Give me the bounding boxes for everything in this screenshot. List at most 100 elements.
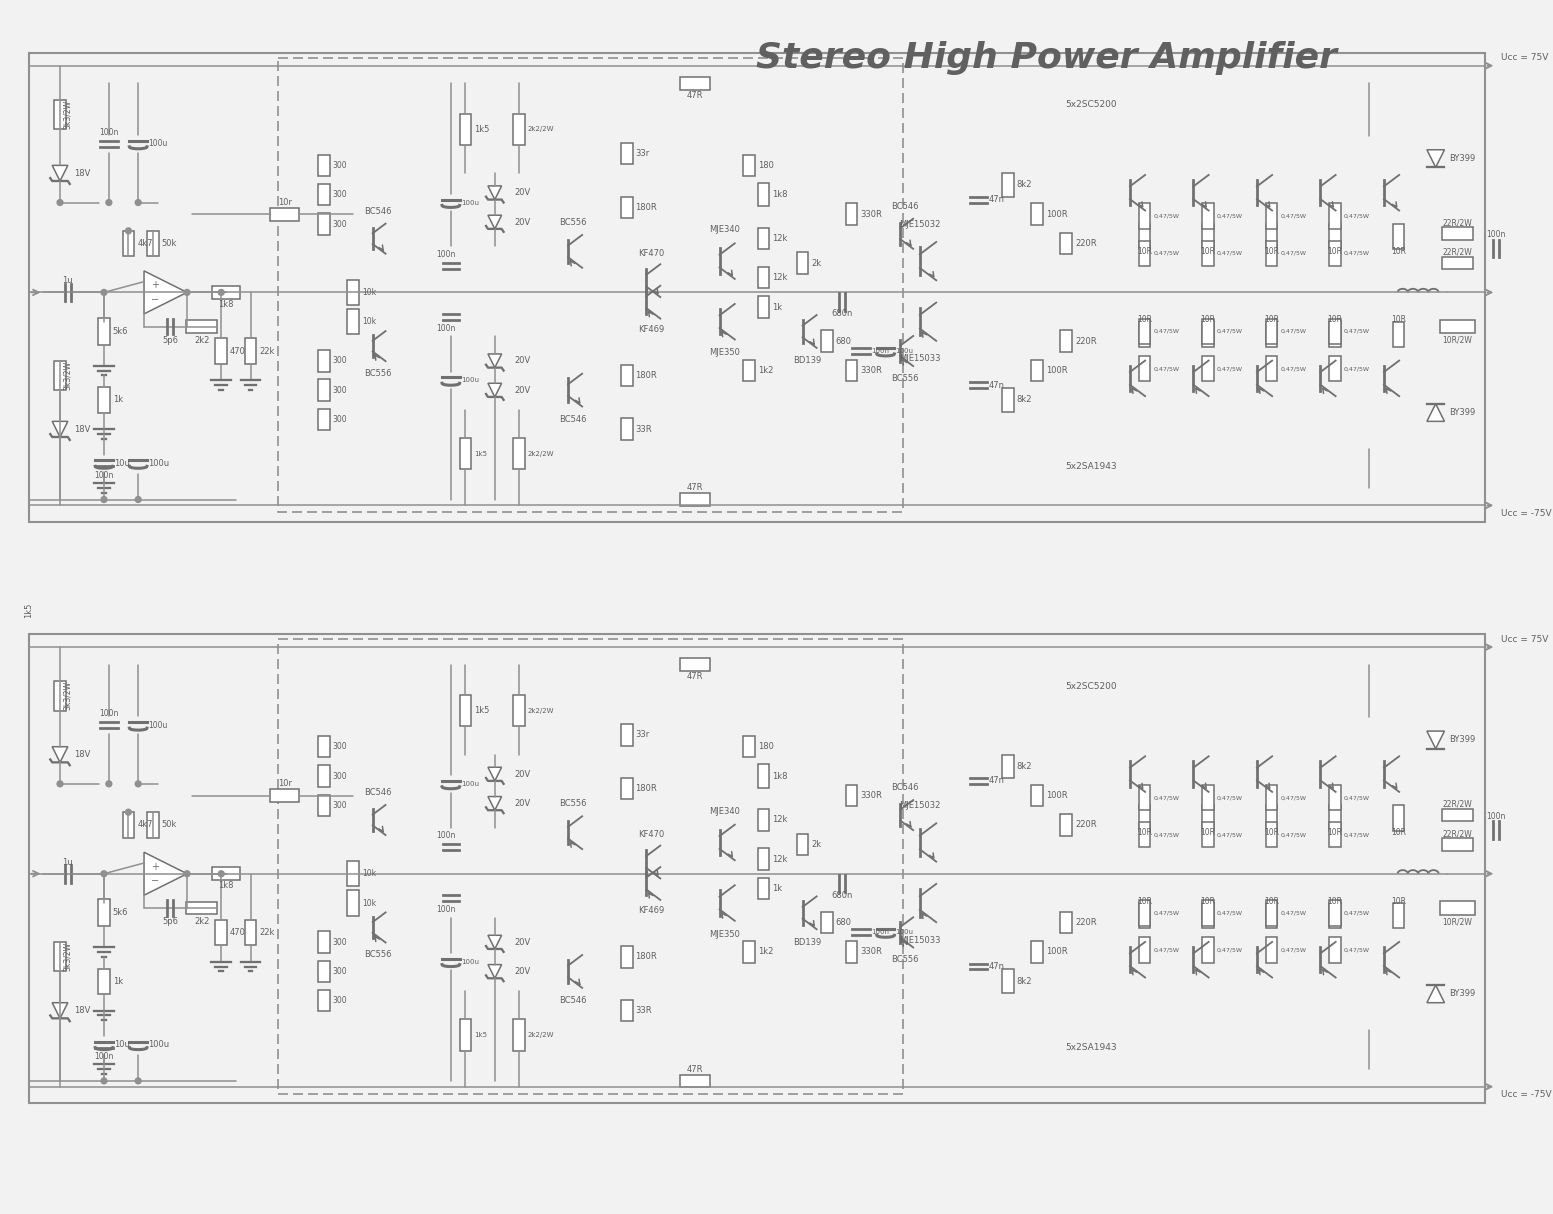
Text: 1k8: 1k8 xyxy=(219,300,235,308)
Bar xyxy=(1031,204,1044,225)
Text: 100n: 100n xyxy=(1486,231,1506,239)
Text: 0,47/5W: 0,47/5W xyxy=(1343,910,1370,915)
Text: 180: 180 xyxy=(758,161,773,170)
Text: 10R: 10R xyxy=(1391,897,1405,906)
Bar xyxy=(1266,240,1278,266)
Text: 0,47/5W: 0,47/5W xyxy=(1280,910,1306,915)
Text: 0,47/5W: 0,47/5W xyxy=(1280,214,1306,219)
Polygon shape xyxy=(1427,985,1444,1003)
Text: 12k: 12k xyxy=(772,816,787,824)
Bar xyxy=(318,350,329,371)
Text: 8k2: 8k2 xyxy=(1017,761,1033,771)
Bar xyxy=(1138,204,1151,229)
Text: 10R: 10R xyxy=(1328,316,1342,324)
Text: BC556: BC556 xyxy=(891,374,919,382)
Text: 0,47/5W: 0,47/5W xyxy=(1154,910,1179,915)
Bar xyxy=(1202,900,1214,925)
Text: 10R: 10R xyxy=(1391,316,1405,324)
Bar xyxy=(797,834,809,855)
Bar xyxy=(460,694,472,726)
Text: 100n: 100n xyxy=(99,127,118,137)
Text: 33R: 33R xyxy=(635,1006,652,1015)
Text: 20V: 20V xyxy=(514,356,531,365)
Text: 10k: 10k xyxy=(362,317,376,327)
Bar xyxy=(123,812,134,838)
Text: 8k2: 8k2 xyxy=(1017,181,1033,189)
Text: Ucc = 75V: Ucc = 75V xyxy=(1502,53,1548,62)
Text: BC556: BC556 xyxy=(891,955,919,964)
Text: MJE15033: MJE15033 xyxy=(899,936,941,944)
Bar xyxy=(460,438,472,470)
Text: 300: 300 xyxy=(332,415,348,424)
Bar xyxy=(845,784,857,806)
Text: 47n: 47n xyxy=(988,777,1005,785)
Bar xyxy=(1002,174,1014,197)
Text: 5k6: 5k6 xyxy=(113,908,129,918)
Bar xyxy=(1329,900,1340,925)
Text: KF469: KF469 xyxy=(638,907,665,915)
Text: 20V: 20V xyxy=(514,386,531,395)
Text: 0,47/5W: 0,47/5W xyxy=(1280,251,1306,256)
Bar xyxy=(318,931,329,953)
Text: Ucc = -75V: Ucc = -75V xyxy=(1502,1090,1551,1099)
Text: 0,47/5W: 0,47/5W xyxy=(1218,329,1242,334)
Text: 2k2: 2k2 xyxy=(194,336,210,345)
Text: 3k3/2W: 3k3/2W xyxy=(64,361,73,390)
Text: 10R: 10R xyxy=(1200,828,1216,838)
Text: 1k: 1k xyxy=(772,884,783,892)
Text: KF470: KF470 xyxy=(638,249,665,257)
Text: 100u: 100u xyxy=(896,348,913,354)
Text: BD139: BD139 xyxy=(794,356,822,365)
Polygon shape xyxy=(53,165,68,181)
Text: 0,47/5W: 0,47/5W xyxy=(1280,832,1306,838)
Bar xyxy=(1202,805,1214,830)
Text: 20V: 20V xyxy=(514,188,531,197)
Text: 3k3/2W: 3k3/2W xyxy=(64,681,73,710)
Bar xyxy=(1266,319,1278,345)
Text: 47R: 47R xyxy=(686,483,704,493)
Circle shape xyxy=(106,199,112,205)
Bar xyxy=(680,493,710,506)
Text: 0,47/5W: 0,47/5W xyxy=(1154,795,1179,800)
Bar xyxy=(1329,784,1340,810)
Bar xyxy=(1266,900,1278,925)
Text: 2k2/2W: 2k2/2W xyxy=(528,450,554,456)
Bar xyxy=(1441,256,1472,270)
Polygon shape xyxy=(488,186,502,199)
Bar xyxy=(1138,322,1151,347)
Bar xyxy=(1138,937,1151,963)
Text: 0,47/5W: 0,47/5W xyxy=(1154,832,1179,838)
Text: 1k5: 1k5 xyxy=(474,707,489,715)
Text: 680n: 680n xyxy=(831,891,853,900)
Text: 10u: 10u xyxy=(113,459,129,467)
Bar xyxy=(621,197,632,219)
Text: 20V: 20V xyxy=(514,217,531,227)
Bar xyxy=(1138,822,1151,847)
Bar xyxy=(758,810,769,830)
Text: 220R: 220R xyxy=(1075,821,1096,829)
Bar xyxy=(514,114,525,144)
Text: 2k: 2k xyxy=(811,840,822,849)
Text: 330R: 330R xyxy=(860,947,882,957)
Bar xyxy=(1031,359,1044,381)
Bar xyxy=(742,941,755,963)
Text: MJE340: MJE340 xyxy=(710,226,739,234)
Text: 100u: 100u xyxy=(461,959,480,965)
Text: 0,47/5W: 0,47/5W xyxy=(1218,251,1242,256)
Text: 180R: 180R xyxy=(635,203,657,212)
Text: 22k: 22k xyxy=(259,927,275,937)
Text: 0,47/5W: 0,47/5W xyxy=(1343,795,1370,800)
Bar xyxy=(1138,900,1151,925)
Polygon shape xyxy=(144,852,186,895)
Text: BC546: BC546 xyxy=(559,997,587,1005)
Circle shape xyxy=(101,497,107,503)
Bar xyxy=(758,228,769,249)
Text: MJE15033: MJE15033 xyxy=(899,354,941,363)
Text: 0,47/5W: 0,47/5W xyxy=(1154,947,1179,953)
Circle shape xyxy=(57,199,64,205)
Polygon shape xyxy=(53,1003,68,1019)
Bar xyxy=(758,183,769,206)
Text: 100n: 100n xyxy=(871,930,888,935)
Bar xyxy=(270,208,300,221)
Text: 100n: 100n xyxy=(436,324,455,333)
